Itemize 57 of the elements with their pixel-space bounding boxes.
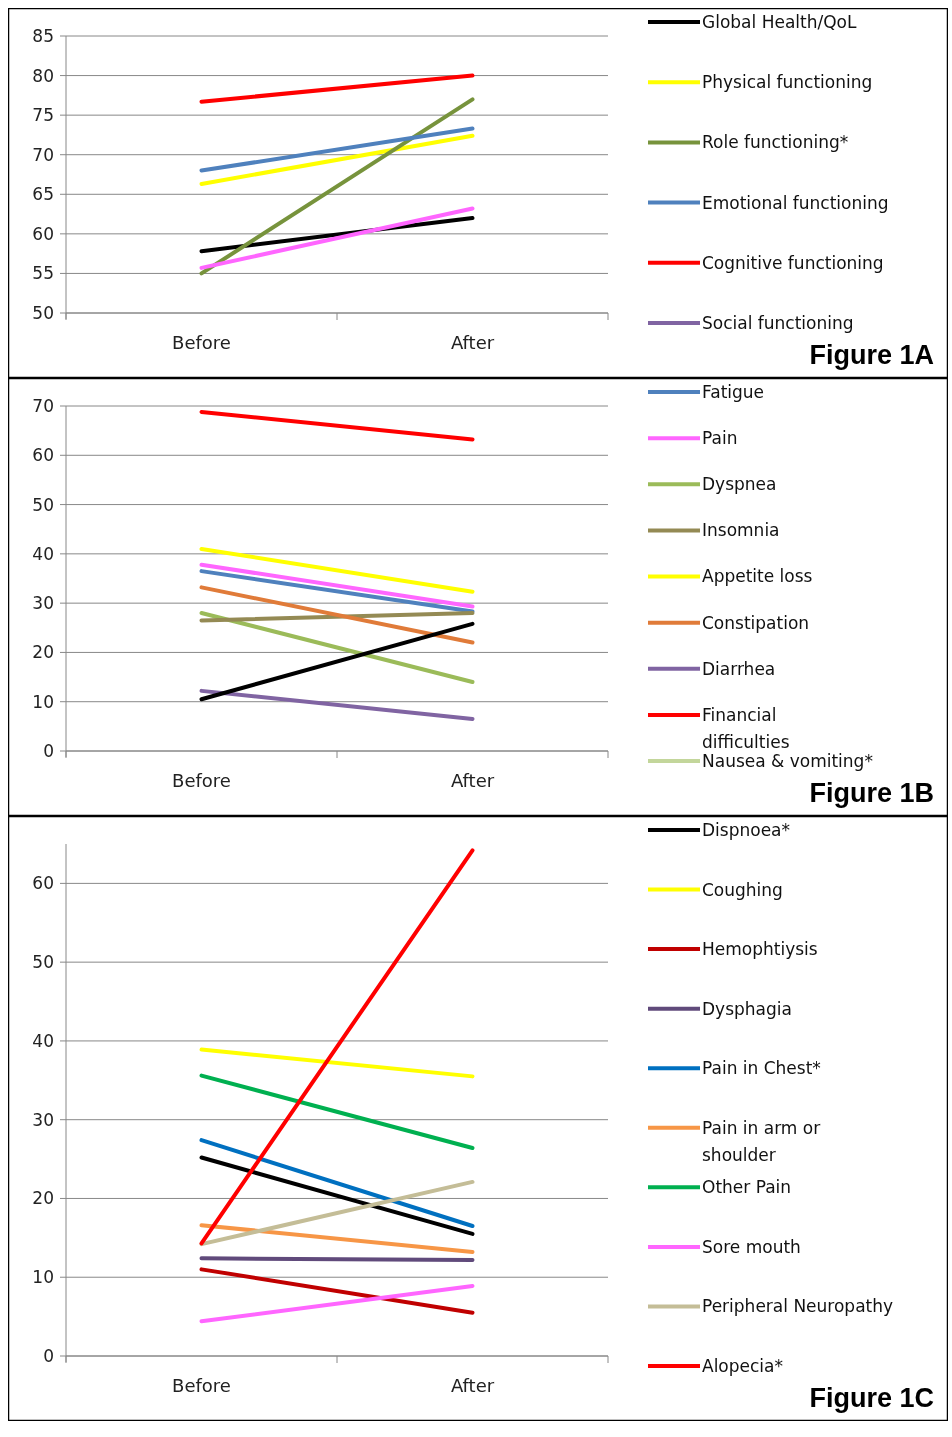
legend-label: Pain in arm or shoulder bbox=[702, 1117, 821, 1165]
caption: Figure 1C bbox=[809, 1383, 934, 1413]
y-tick-label: 60 bbox=[32, 873, 54, 894]
legend-label: Emotional functioning bbox=[702, 192, 889, 213]
legend-label: Global Health/QoL bbox=[702, 11, 857, 32]
legend-label: Pain in Chest* bbox=[702, 1058, 821, 1079]
legend-label: Peripheral Neuropathy bbox=[702, 1296, 894, 1317]
legend-label: Fatigue bbox=[702, 381, 765, 402]
y-tick-label: 0 bbox=[43, 740, 54, 761]
legend-label: Coughing bbox=[702, 879, 783, 900]
y-tick-label: 50 bbox=[32, 494, 54, 515]
y-tick-label: 60 bbox=[32, 223, 54, 244]
caption: Figure 1A bbox=[809, 340, 934, 370]
legend-label: Constipation bbox=[702, 612, 810, 633]
legend-label: Social functioning bbox=[702, 312, 854, 333]
x-tick-label: Before bbox=[172, 1375, 231, 1396]
x-tick-label: After bbox=[450, 332, 495, 353]
legend-label: Role functioning* bbox=[702, 132, 849, 153]
x-tick-label: Before bbox=[172, 332, 231, 353]
y-tick-label: 20 bbox=[32, 642, 54, 663]
legend-label: Pain bbox=[702, 428, 738, 449]
legend-label: Hemophtiysis bbox=[702, 939, 818, 960]
legend-label: Appetite loss bbox=[702, 566, 813, 587]
y-tick-label: 50 bbox=[32, 302, 54, 323]
legend-label: Sore mouth bbox=[702, 1236, 801, 1257]
y-tick-label: 70 bbox=[32, 144, 54, 165]
x-tick-label: After bbox=[450, 1375, 495, 1396]
y-tick-label: 65 bbox=[32, 184, 54, 205]
y-tick-label: 10 bbox=[32, 691, 54, 712]
legend-label: Physical functioning bbox=[702, 72, 873, 93]
y-tick-label: 55 bbox=[32, 263, 54, 284]
y-tick-label: 40 bbox=[32, 543, 54, 564]
y-tick-label: 50 bbox=[32, 952, 54, 973]
y-tick-label: 40 bbox=[32, 1030, 54, 1051]
legend-label: Dyspnea bbox=[702, 474, 777, 495]
y-tick-label: 20 bbox=[32, 1188, 54, 1209]
y-tick-label: 60 bbox=[32, 445, 54, 466]
legend-label: Dysphagia bbox=[702, 998, 792, 1019]
y-tick-label: 80 bbox=[32, 65, 54, 86]
legend-label: Other Pain bbox=[702, 1177, 792, 1198]
legend-label: Insomnia bbox=[702, 520, 780, 541]
y-tick-label: 10 bbox=[32, 1267, 54, 1288]
y-tick-label: 70 bbox=[32, 395, 54, 416]
y-tick-label: 30 bbox=[32, 593, 54, 614]
y-tick-label: 85 bbox=[32, 25, 54, 46]
y-tick-label: 30 bbox=[32, 1109, 54, 1130]
legend-label: Dispnoea* bbox=[702, 819, 791, 840]
legend-label: Cognitive functioning bbox=[702, 252, 884, 273]
caption: Figure 1B bbox=[809, 778, 934, 808]
y-tick-label: 0 bbox=[43, 1345, 54, 1366]
x-tick-label: After bbox=[450, 770, 495, 791]
legend-label: Alopecia* bbox=[702, 1355, 783, 1376]
legend-label: Nausea & vomiting* bbox=[702, 750, 873, 771]
legend-label: Diarrhea bbox=[702, 658, 776, 679]
y-tick-label: 75 bbox=[32, 105, 54, 126]
x-tick-label: Before bbox=[172, 770, 231, 791]
legend-label: Financial difficulties bbox=[702, 704, 790, 753]
